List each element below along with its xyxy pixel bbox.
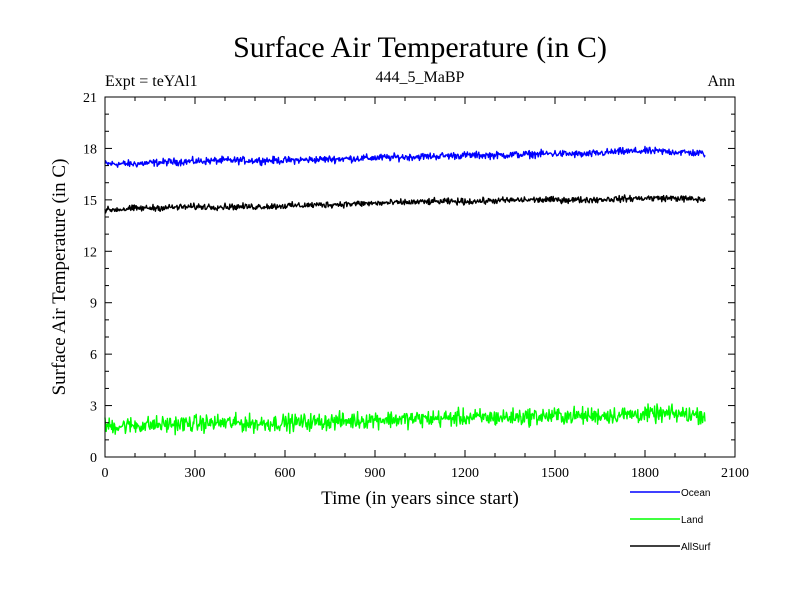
y-tick-label: 15	[83, 194, 97, 209]
x-tick-label: 2100	[721, 466, 749, 481]
y-tick-label: 3	[90, 400, 97, 415]
legend-label-ocean: Ocean	[681, 488, 710, 499]
legend-label-allsurf: AllSurf	[681, 542, 711, 553]
y-axis-label: Surface Air Temperature (in C)	[49, 159, 70, 396]
y-tick-label: 21	[83, 91, 97, 106]
y-axis: 0 3 6 9 12 15 18 21	[83, 91, 735, 466]
series-line-allsurf	[104, 194, 706, 214]
legend: Ocean Land AllSurf	[630, 488, 711, 553]
x-tick-label: 1500	[541, 466, 569, 481]
legend-label-land: Land	[681, 515, 703, 526]
x-tick-label: 1800	[631, 466, 659, 481]
x-tick-label: 900	[365, 466, 386, 481]
period-label: Ann	[707, 73, 735, 90]
experiment-label: Expt = teYAl1	[105, 73, 198, 90]
series-line-ocean	[104, 145, 706, 168]
chart-title: Surface Air Temperature (in C)	[233, 31, 607, 64]
x-tick-label: 600	[275, 466, 296, 481]
x-tick-label: 1200	[451, 466, 479, 481]
x-axis-label: Time (in years since start)	[321, 488, 519, 509]
x-axis: 0 300 600 900 1200 1500 1800 2100	[102, 97, 749, 481]
y-tick-label: 9	[90, 297, 97, 312]
y-tick-label: 12	[83, 245, 97, 260]
chart-subtitle: 444_5_MaBP	[376, 69, 465, 86]
y-tick-label: 0	[90, 451, 97, 466]
x-tick-label: 0	[102, 466, 109, 481]
y-tick-label: 6	[90, 348, 97, 363]
y-tick-label: 18	[83, 142, 97, 157]
x-tick-label: 300	[185, 466, 206, 481]
series-line-land	[104, 403, 706, 436]
plot-lines	[104, 145, 706, 436]
plot-frame	[104, 96, 736, 458]
